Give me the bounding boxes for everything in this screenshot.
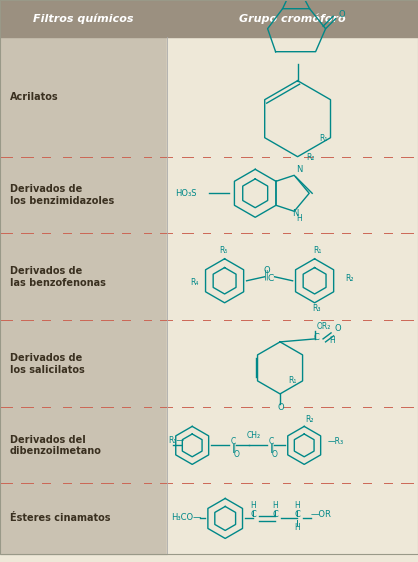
Text: C: C [272, 510, 278, 519]
Text: O: O [334, 324, 341, 333]
Text: H₃CO—: H₃CO— [171, 513, 202, 522]
Text: HO₃S: HO₃S [175, 189, 197, 198]
Text: H: H [250, 501, 256, 510]
Text: C: C [230, 437, 235, 446]
Text: Derivados de
las benzofenonas: Derivados de las benzofenonas [10, 266, 106, 288]
Text: —OR: —OR [310, 510, 331, 519]
Text: R₁: R₁ [319, 134, 328, 143]
Bar [0, 37, 167, 157]
Bar [0, 157, 167, 233]
Bar [0, 0, 418, 37]
Text: O: O [233, 450, 239, 459]
Bar [167, 37, 418, 157]
Text: Grupo cromóforo: Grupo cromóforo [239, 13, 346, 24]
Text: C: C [313, 333, 319, 342]
Text: Ésteres cinamatos: Ésteres cinamatos [10, 514, 110, 523]
Text: C: C [268, 274, 274, 283]
Text: Acrilatos: Acrilatos [10, 92, 59, 102]
Text: R₅: R₅ [219, 246, 228, 255]
Bar [167, 157, 418, 233]
Text: R₂: R₂ [346, 274, 354, 283]
Text: H: H [272, 501, 278, 510]
Text: N: N [292, 209, 298, 218]
Bar [0, 320, 167, 407]
Bar [167, 233, 418, 320]
Text: C: C [268, 437, 273, 446]
Text: ‖: ‖ [264, 270, 269, 280]
Text: H: H [329, 336, 335, 345]
Bar [0, 483, 167, 554]
Bar [167, 483, 418, 554]
Text: ‖: ‖ [270, 445, 275, 454]
Text: R₂: R₂ [306, 153, 315, 162]
Text: H: H [294, 501, 300, 510]
Text: H: H [296, 214, 302, 223]
Text: R₄: R₄ [191, 278, 199, 287]
Text: Derivados de
los salicilatos: Derivados de los salicilatos [10, 353, 85, 375]
Text: O: O [277, 403, 284, 412]
Text: OR₂: OR₂ [317, 322, 331, 331]
Text: Derivados del
dibenzoilmetano: Derivados del dibenzoilmetano [10, 434, 102, 456]
Bar [167, 320, 418, 407]
Text: H: H [294, 523, 300, 532]
Text: ‖: ‖ [232, 445, 237, 454]
Text: N: N [296, 165, 303, 174]
Text: O: O [271, 450, 277, 459]
Text: O: O [339, 10, 345, 19]
Text: C: C [250, 510, 256, 519]
Text: O: O [263, 266, 270, 275]
Text: C: C [294, 510, 300, 519]
Text: CH₂: CH₂ [246, 432, 260, 441]
Text: Filtros químicos: Filtros químicos [33, 13, 134, 24]
Text: R₃: R₃ [312, 304, 321, 313]
Text: R₁: R₁ [314, 246, 322, 255]
Text: Derivados de
los benzimidazoles: Derivados de los benzimidazoles [10, 184, 114, 206]
Text: —R₃: —R₃ [327, 437, 343, 446]
Text: R₁—: R₁— [168, 436, 184, 445]
Text: R₁: R₁ [288, 376, 297, 385]
Bar [0, 233, 167, 320]
Text: R₂: R₂ [305, 415, 314, 424]
Bar [0, 407, 167, 483]
Bar [167, 407, 418, 483]
